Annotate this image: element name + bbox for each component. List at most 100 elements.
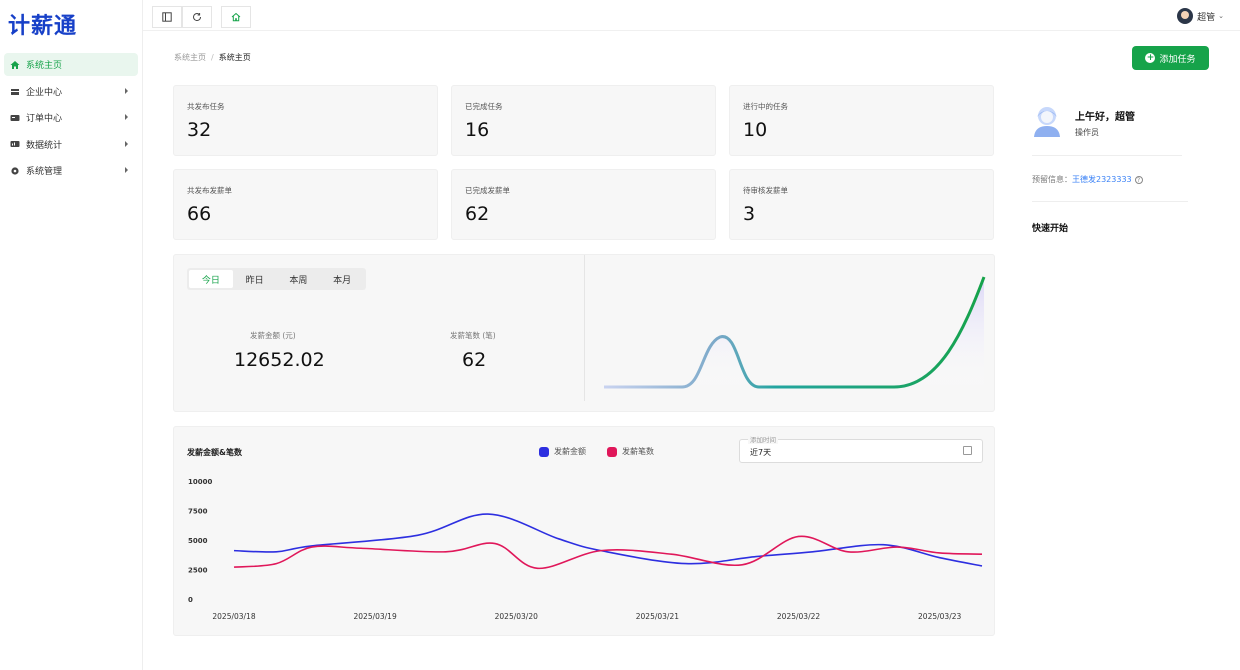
line-chart: 10000 7500 5000 2500 0 2025/03/18 2025/03/19 20…: [188, 478, 983, 621]
sidebar-item-statistics[interactable]: 数据统计: [4, 133, 138, 156]
plus-circle-icon: +: [1145, 53, 1156, 63]
x-tick-label: 2025/03/23: [918, 612, 961, 621]
x-tick-label: 2025/03/21: [636, 612, 679, 621]
greeting: 上午好，超管: [1075, 112, 1135, 123]
stat-card: 进行中的任务 10: [729, 85, 994, 156]
top-bar: 超管 ⌄: [143, 0, 1240, 31]
stat-card: 共发布发薪单 66: [173, 169, 438, 240]
sidebar-item-home[interactable]: 系统主页: [4, 53, 138, 76]
refresh-icon: [193, 13, 202, 22]
building-icon: [10, 86, 20, 96]
chart-icon: [10, 139, 20, 149]
y-tick-label: 0: [188, 596, 193, 604]
legend-item-amount[interactable]: 发薪金额: [539, 446, 586, 457]
avatar: [1034, 107, 1060, 137]
period-summary-panel: 今日 昨日 本周 本月 发薪金额 (元) 12652.02 发薪笔数 (笔) 6…: [173, 254, 995, 412]
stat-card: 共发布任务 32: [173, 85, 438, 156]
stat-card: 已完成发薪单 62: [451, 169, 716, 240]
y-tick-label: 10000: [188, 478, 212, 486]
breadcrumb-parent[interactable]: 系统主页: [174, 53, 206, 62]
count-value: 62: [462, 349, 487, 371]
stat-card: 已完成任务 16: [451, 85, 716, 156]
home-icon: [10, 60, 20, 70]
sidebar-item-enterprise[interactable]: 企业中心: [4, 80, 138, 103]
help-icon[interactable]: ?: [1134, 176, 1143, 184]
stat-label: 共发布任务: [187, 102, 225, 111]
amount-count-chart-panel: 发薪金额&笔数 发薪金额 发薪笔数 添加时间 近7天 10000 7500 5000…: [173, 426, 995, 636]
y-tick-label: 7500: [188, 508, 208, 516]
sidebar-item-system[interactable]: 系统管理: [4, 159, 138, 182]
refresh-button[interactable]: [182, 6, 212, 28]
sidebar-menu: 系统主页 企业中心 订单中心 数据统计 系统管: [4, 53, 138, 186]
gear-icon: [10, 166, 20, 176]
stat-label: 进行中的任务: [743, 102, 788, 111]
series-line-amount: [233, 513, 983, 567]
divider: [1032, 201, 1188, 202]
toggle-sidebar-button[interactable]: [152, 6, 182, 28]
series-line-count: [233, 535, 983, 570]
sidebar-item-label: 系统主页: [26, 61, 63, 71]
stat-label: 已完成发薪单: [465, 186, 510, 195]
sidebar-item-label: 系统管理: [26, 167, 63, 177]
y-tick-label: 5000: [188, 537, 208, 545]
order-icon: [10, 113, 20, 123]
stat-label: 待审核发薪单: [743, 186, 788, 195]
breadcrumb: 系统主页 / 系统主页: [174, 52, 251, 63]
breadcrumb-separator: /: [211, 53, 214, 62]
chevron-down-icon: ⌄: [1218, 12, 1224, 20]
home-icon: [231, 12, 241, 22]
sidebar-item-label: 订单中心: [26, 114, 63, 124]
tab-this-week[interactable]: 本周: [289, 275, 308, 286]
chart-title: 发薪金额&笔数: [187, 448, 242, 457]
x-tick-label: 2025/03/19: [354, 612, 397, 621]
sidebar-item-orders[interactable]: 订单中心: [4, 106, 138, 129]
breadcrumb-current: 系统主页: [218, 53, 251, 62]
chevron-right-icon: [125, 87, 128, 94]
x-tick-label: 2025/03/22: [777, 612, 820, 621]
chevron-right-icon: [125, 140, 128, 147]
sidebar: 计薪通 系统主页 企业中心 订单中心 数据统计: [0, 0, 143, 670]
legend-label: 发薪金额: [554, 447, 586, 456]
tab-home[interactable]: [221, 6, 251, 28]
stat-value: 32: [187, 119, 212, 141]
quick-start-title: 快速开始: [1032, 224, 1069, 234]
trend-sparkline: [604, 276, 986, 393]
stat-value: 66: [187, 203, 212, 225]
stat-value: 10: [743, 119, 768, 141]
app-logo[interactable]: 计薪通: [8, 14, 78, 39]
avatar: [1177, 8, 1194, 24]
reserve-value[interactable]: 王德发2323333: [1072, 175, 1132, 184]
divider: [1032, 155, 1182, 156]
legend-swatch: [539, 446, 549, 457]
divider: [584, 255, 585, 401]
chevron-right-icon: [125, 167, 128, 173]
x-tick-label: 2025/03/18: [212, 612, 255, 621]
stat-label: 共发布发薪单: [187, 186, 232, 195]
stat-value: 16: [465, 119, 490, 141]
sidebar-toggle-icon: [162, 12, 172, 22]
tab-yesterday[interactable]: 昨日: [245, 275, 264, 286]
tab-today[interactable]: 今日: [189, 270, 233, 288]
user-role: 操作员: [1075, 128, 1099, 137]
reserve-info: 预留信息：王德发2323333?: [1032, 174, 1143, 185]
user-name: 超管: [1197, 12, 1216, 23]
amount-value: 12652.02: [234, 349, 325, 371]
calendar-icon: [963, 446, 972, 455]
add-task-label: 添加任务: [1159, 54, 1196, 65]
sidebar-item-label: 数据统计: [26, 140, 63, 151]
period-tabs: 今日 昨日 本周 本月: [187, 268, 366, 290]
count-label: 发薪笔数 (笔): [450, 331, 496, 340]
legend-label: 发薪笔数: [622, 447, 654, 456]
date-range-field[interactable]: 添加时间 近7天: [739, 434, 983, 463]
sidebar-item-label: 企业中心: [26, 87, 63, 98]
legend-item-count[interactable]: 发薪笔数: [607, 446, 654, 457]
x-tick-label: 2025/03/20: [495, 612, 538, 621]
tab-this-month[interactable]: 本月: [333, 275, 352, 286]
add-task-button[interactable]: + 添加任务: [1132, 46, 1209, 70]
date-field-value: 近7天: [750, 448, 772, 457]
chevron-right-icon: [125, 114, 128, 120]
user-menu[interactable]: 超管 ⌄: [1177, 8, 1224, 24]
stat-value: 3: [743, 203, 756, 225]
legend-swatch: [607, 446, 617, 457]
amount-label: 发薪金额 (元): [250, 331, 296, 340]
